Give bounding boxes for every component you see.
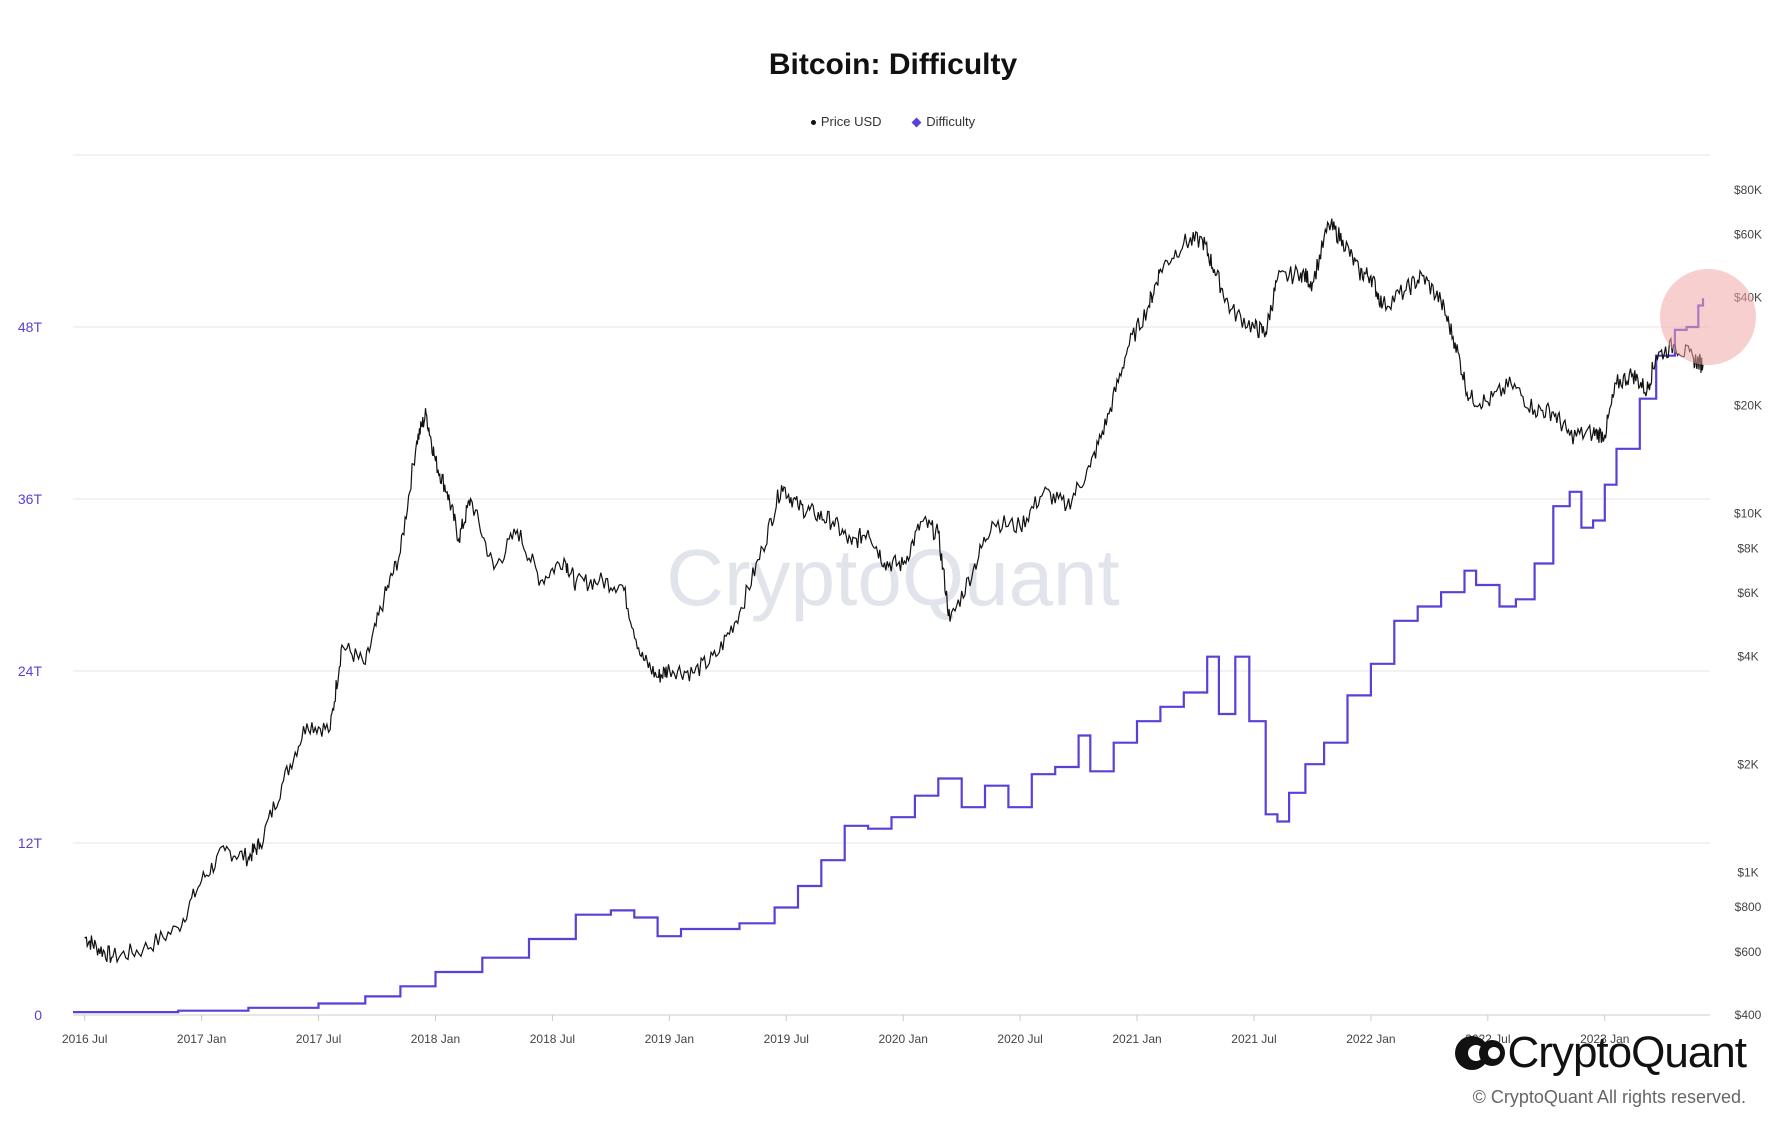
brand-logo: CryptoQuant [1452,1028,1747,1078]
right-axis-tick-label: $800 [1735,900,1762,914]
copyright: © CryptoQuant All rights reserved. [1472,1087,1746,1107]
brand-name: CryptoQuant [1507,1028,1747,1077]
cryptoquant-logo-icon [1454,1036,1505,1070]
right-axis-tick-label: $60K [1734,228,1762,242]
x-axis-tick-label: 2018 Jan [411,1032,460,1046]
x-axis-tick-label: 2017 Jan [177,1032,226,1046]
right-axis-tick-label: $6K [1737,586,1758,600]
legend-price-label: Price USD [820,114,882,129]
legend-item-price[interactable]: Price USD [810,114,882,129]
right-axis-tick-label: $8K [1737,541,1758,555]
left-axis-tick-label: 12T [18,835,43,851]
left-axis-tick-label: 24T [18,663,43,679]
x-axis-tick-label: 2022 Jan [1346,1032,1395,1046]
legend: Price USD Difficulty [0,114,1786,129]
right-axis-tick-label: $600 [1735,945,1762,959]
legend-item-difficulty[interactable]: Difficulty [911,114,976,129]
x-axis-tick-label: 2016 Jul [62,1032,107,1046]
right-axis-tick-label: $1K [1737,865,1758,879]
right-axis-tick-label: $80K [1734,183,1762,197]
left-axis-tick-label: 36T [18,491,43,507]
highlight-circle [1660,269,1756,365]
x-axis-tick-label: 2019 Jan [645,1032,694,1046]
price-dot-icon [810,120,816,126]
right-axis-tick-label: $10K [1734,507,1762,521]
x-axis-tick-label: 2019 Jul [764,1032,809,1046]
right-axis-tick-label: $4K [1737,649,1758,663]
price-series-line [84,218,1704,964]
x-axis-tick-label: 2017 Jul [296,1032,341,1046]
left-axis-tick-label: 0 [34,1007,42,1023]
chart-title: Bitcoin: Difficulty [768,48,1018,81]
x-axis-tick-label: 2020 Jan [878,1032,927,1046]
right-axis-tick-label: $400 [1735,1008,1762,1022]
difficulty-series-line [73,298,1705,1014]
watermark: CryptoQuant [666,533,1120,622]
x-axis-tick-label: 2021 Jul [1231,1032,1276,1046]
right-axis-tick-label: $20K [1734,399,1762,413]
x-axis-tick-label: 2018 Jul [530,1032,575,1046]
legend-difficulty-label: Difficulty [926,114,976,129]
x-axis-tick-label: 2020 Jul [997,1032,1042,1046]
left-axis-tick-label: 48T [18,319,43,335]
x-axis-tick-label: 2023 Jan [1580,1032,1629,1046]
x-axis-tick-label: 2021 Jan [1112,1032,1161,1046]
right-axis-tick-label: $2K [1737,757,1758,771]
